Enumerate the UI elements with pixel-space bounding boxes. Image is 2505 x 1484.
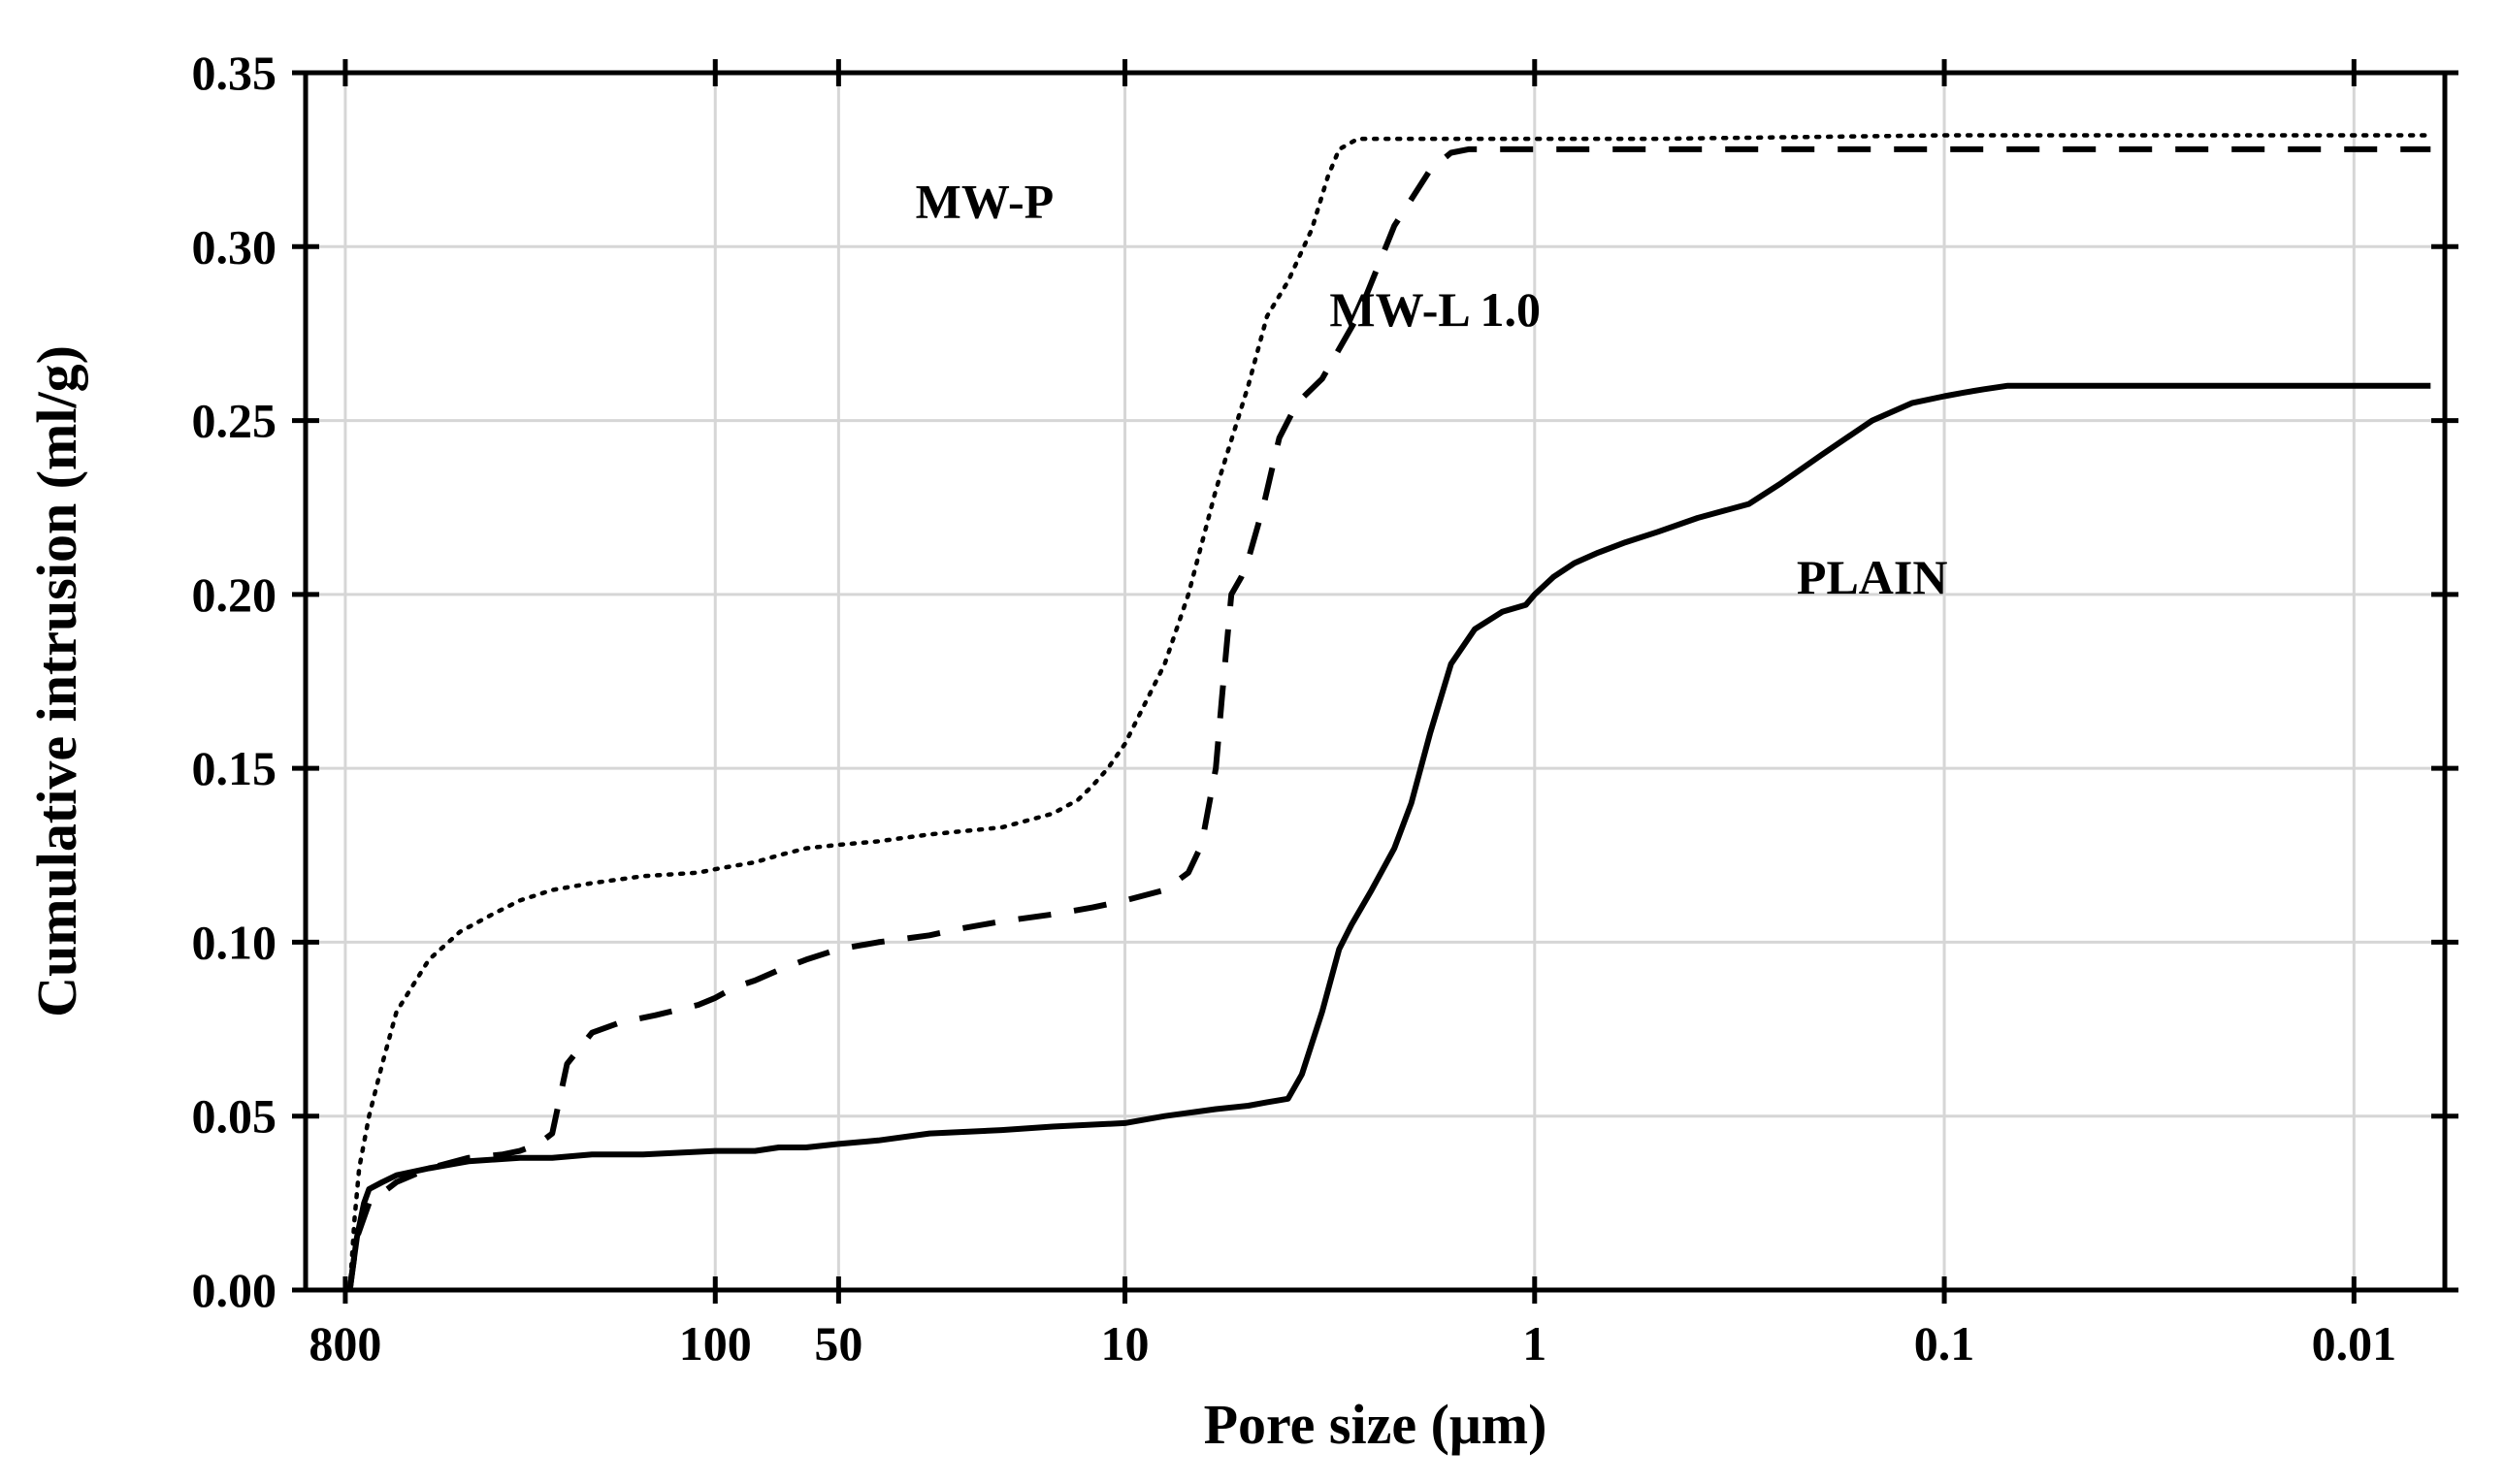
y-tick-label: 0.05 (192, 1089, 277, 1144)
y-tick-label: 0.10 (192, 915, 277, 969)
series-labels: MW-P MW-L 1.0 PLAIN (916, 175, 1948, 604)
x-tick-label: 50 (814, 1316, 862, 1371)
series-line-plain (346, 382, 2431, 1291)
x-tick-label: 800 (309, 1316, 381, 1371)
series-line-mw-l-1-0 (346, 145, 2431, 1291)
grid (306, 71, 2445, 1292)
axis-ticks: 0.00 0.05 0.10 0.15 0.20 0.25 0.30 0.35 800 100 50… (192, 46, 2458, 1371)
y-tick-label: 0.00 (192, 1263, 277, 1317)
series-lines (346, 133, 2433, 1293)
x-tick-label: 0.1 (1914, 1316, 1975, 1371)
series-label-plain: PLAIN (1797, 550, 1948, 604)
y-tick-label: 0.35 (192, 46, 277, 100)
x-tick-label: 100 (679, 1316, 752, 1371)
y-tick-label: 0.30 (192, 219, 277, 274)
series-line-mw-p (347, 133, 2433, 1293)
x-tick-label: 0.01 (2312, 1316, 2397, 1371)
y-tick-label: 0.20 (192, 567, 277, 622)
series-label-mw-l-1-0: MW-L 1.0 (1329, 282, 1541, 337)
x-tick-label: 1 (1522, 1316, 1546, 1371)
series-label-mw-p: MW-P (916, 175, 1055, 229)
plot-frame (303, 70, 2448, 1293)
y-tick-label: 0.25 (192, 394, 277, 448)
x-tick-label: 10 (1101, 1316, 1150, 1371)
y-axis-title: Cumulative intrusion (ml/g) (25, 345, 88, 1017)
x-axis-title: Pore size (μm) (1204, 1393, 1547, 1456)
y-tick-label: 0.15 (192, 741, 277, 795)
